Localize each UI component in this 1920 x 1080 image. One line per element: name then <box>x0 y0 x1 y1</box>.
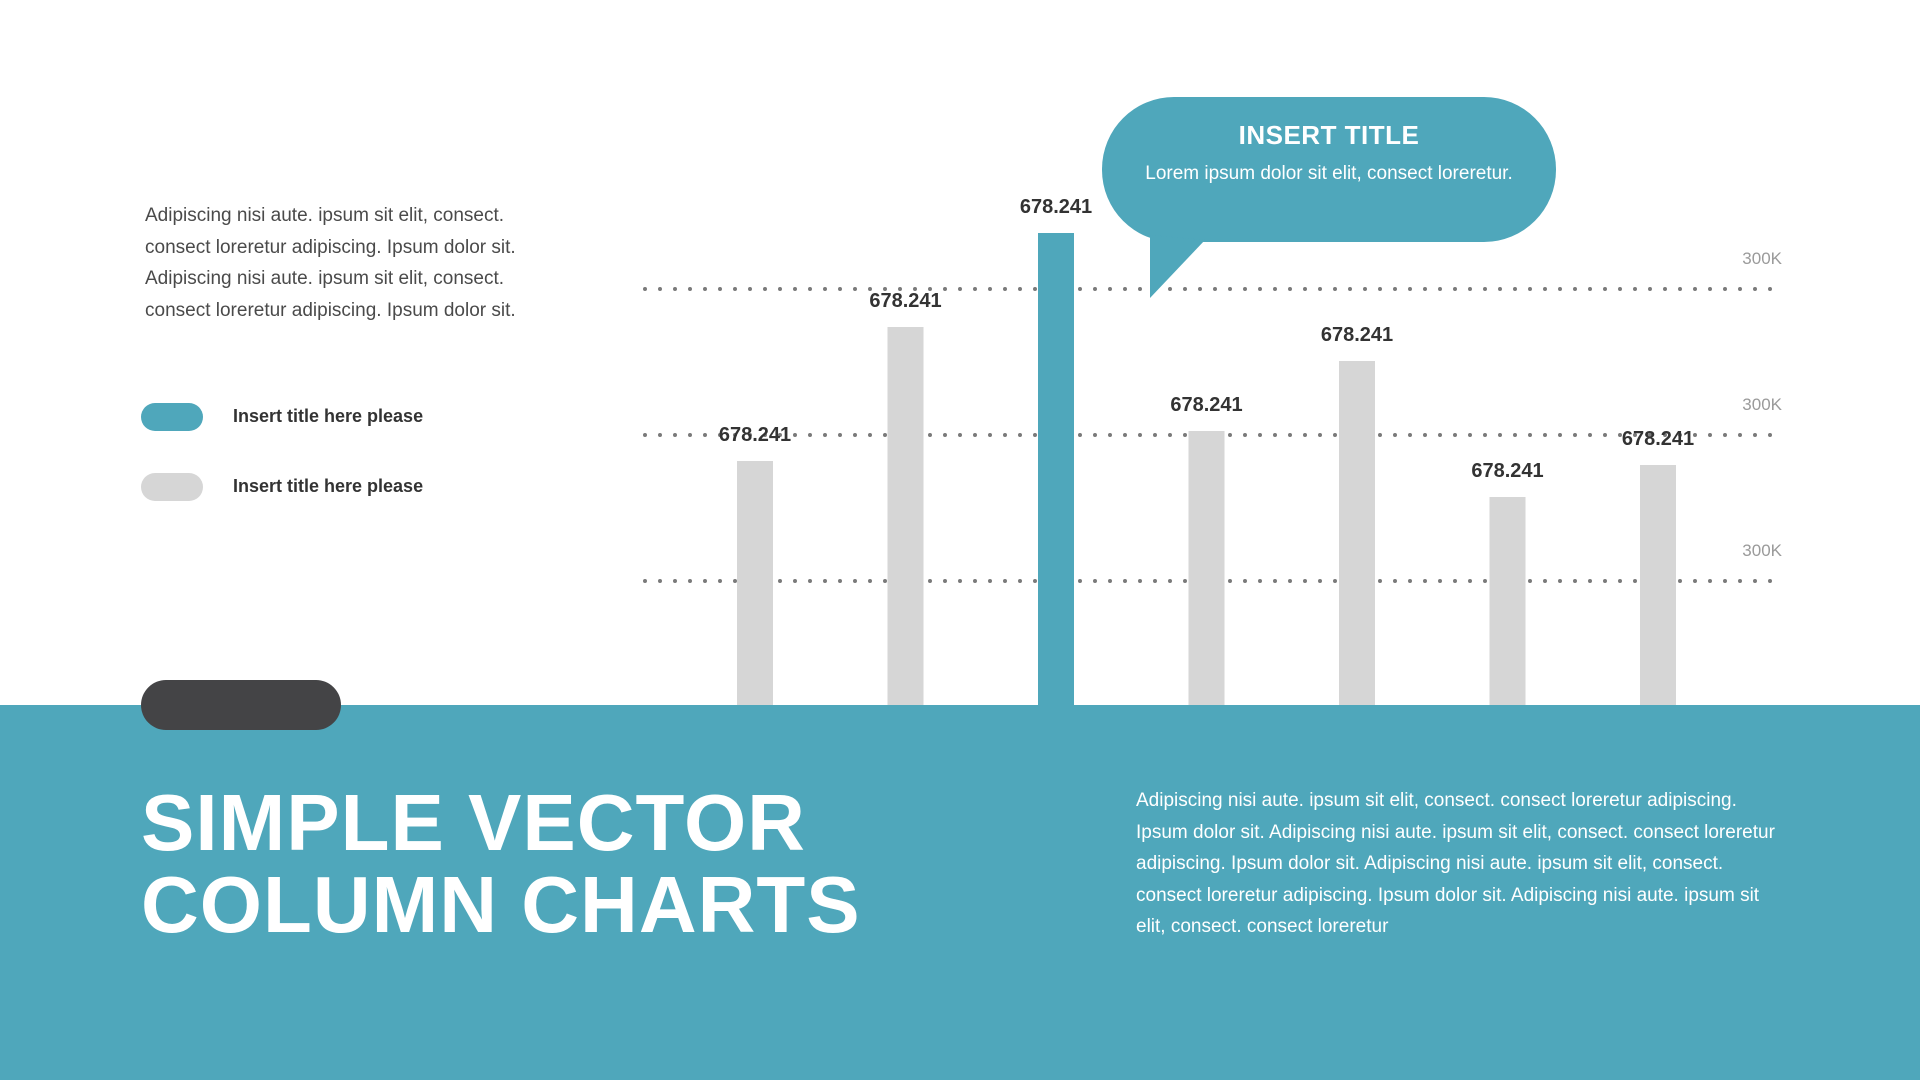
gridline-label: 300K <box>1742 395 1782 414</box>
gridlines: 300K 300K 300K <box>643 249 1783 583</box>
bar <box>1339 361 1375 705</box>
bars <box>737 233 1676 705</box>
bar <box>737 461 773 705</box>
callout-bubble-shape <box>1102 97 1556 242</box>
legend-swatch-gray <box>141 473 203 501</box>
main-title: SIMPLE VECTOR COLUMN CHARTS <box>141 782 1041 946</box>
callout-bubble <box>1102 97 1556 298</box>
bar-value-label: 678.241 <box>1321 324 1393 346</box>
bar <box>887 327 924 705</box>
bar-value-label: 678.241 <box>1622 428 1694 450</box>
bar-value-label: 678.241 <box>1471 460 1543 482</box>
pill-tag <box>141 680 341 730</box>
value-labels: 678.241 678.241 678.241 678.241 678.241 678.2… <box>719 196 1694 482</box>
bar-value-label: 678.241 <box>719 424 791 446</box>
main-title-line-1: SIMPLE VECTOR <box>141 778 806 867</box>
bar-value-label: 678.241 <box>1020 196 1092 218</box>
main-title-line-2: COLUMN CHARTS <box>141 860 861 949</box>
bar <box>1188 431 1225 705</box>
gridline-label: 300K <box>1742 541 1782 560</box>
bar <box>1489 497 1526 705</box>
gridline-label: 300K <box>1742 249 1782 268</box>
callout-body: Lorem ipsum dolor sit elit, consect lore… <box>1145 163 1513 184</box>
legend-label: Insert title here please <box>233 476 424 496</box>
callout-pointer <box>1150 235 1205 298</box>
body-paragraph: Adipiscing nisi aute. ipsum sit elit, co… <box>1136 790 1775 937</box>
bar-value-label: 678.241 <box>1170 394 1242 416</box>
callout-title: INSERT TITLE <box>1238 120 1420 150</box>
bar-highlight <box>1038 233 1074 705</box>
bar <box>1640 465 1676 705</box>
legend-swatch-teal <box>141 403 203 431</box>
intro-paragraph: Adipiscing nisi aute. ipsum sit elit, co… <box>145 205 516 321</box>
legend-label: Insert title here please <box>233 406 424 426</box>
bar-value-label: 678.241 <box>869 290 941 312</box>
bottom-band <box>0 705 1920 1080</box>
